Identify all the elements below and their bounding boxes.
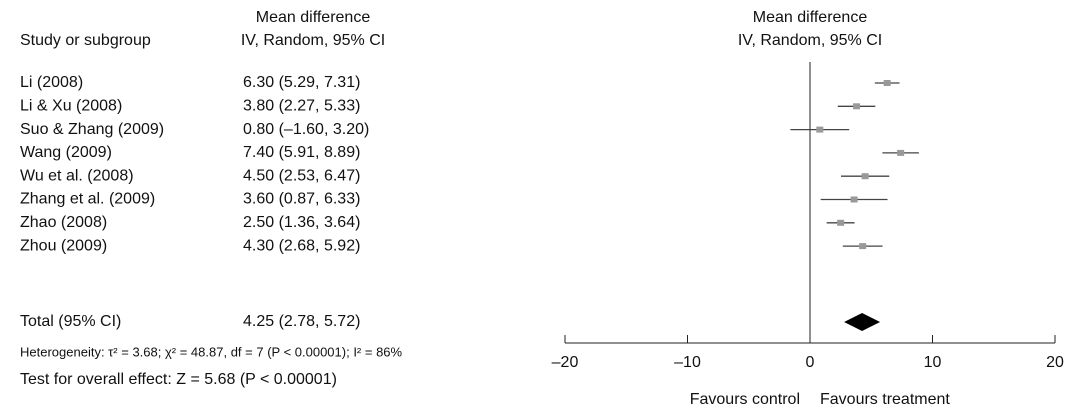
study-name: Zhou (2009) <box>20 237 107 254</box>
study-name: Wang (2009) <box>20 144 112 161</box>
study-ci: 4.30 (2.68, 5.92) <box>243 237 360 254</box>
heterogeneity: Heterogeneity: τ² = 3.68; χ² = 48.87, df… <box>20 344 403 359</box>
study-name: Zhao (2008) <box>20 214 107 231</box>
study-ci: 4.50 (2.53, 6.47) <box>243 167 360 184</box>
study-name: Wu et al. (2008) <box>20 167 134 184</box>
x-tick-label: 10 <box>924 354 942 371</box>
study-ci: 7.40 (5.91, 8.89) <box>243 144 360 161</box>
study-header: Study or subgroup <box>20 32 151 49</box>
left-header: Mean difference <box>256 9 371 26</box>
point-estimate <box>861 173 869 180</box>
point-estimate <box>850 196 858 203</box>
right-header: Mean difference <box>753 9 868 26</box>
left-header: IV, Random, 95% CI <box>241 32 385 49</box>
study-ci: 0.80 (–1.60, 3.20) <box>243 121 369 138</box>
point-estimate <box>853 103 861 110</box>
study-ci: 2.50 (1.36, 3.64) <box>243 214 360 231</box>
study-ci: 3.80 (2.27, 5.33) <box>243 98 360 115</box>
x-tick-label: 20 <box>1046 354 1064 371</box>
x-tick-label: –10 <box>674 354 701 371</box>
study-name: Zhang et al. (2009) <box>20 191 155 208</box>
point-estimate <box>816 126 824 133</box>
study-name: Li (2008) <box>20 74 83 91</box>
total-name: Total (95% CI) <box>20 313 121 330</box>
point-estimate <box>897 149 905 156</box>
study-name: Li & Xu (2008) <box>20 98 122 115</box>
study-ci: 3.60 (0.87, 6.33) <box>243 191 360 208</box>
overall-effect: Test for overall effect: Z = 5.68 (P < 0… <box>20 371 337 388</box>
x-label-right: Favours treatment <box>820 391 950 408</box>
point-estimate <box>859 243 867 250</box>
total-label: 4.25 (2.78, 5.72) <box>243 313 360 330</box>
point-estimate <box>883 80 891 86</box>
total-diamond <box>844 313 881 331</box>
x-tick-label: 0 <box>806 354 815 371</box>
study-name: Suo & Zhang (2009) <box>20 121 164 138</box>
right-header: IV, Random, 95% CI <box>738 32 882 49</box>
x-label-left: Favours control <box>690 391 800 408</box>
x-tick-label: –20 <box>552 354 579 371</box>
point-estimate <box>837 219 845 226</box>
study-ci: 6.30 (5.29, 7.31) <box>243 74 360 91</box>
